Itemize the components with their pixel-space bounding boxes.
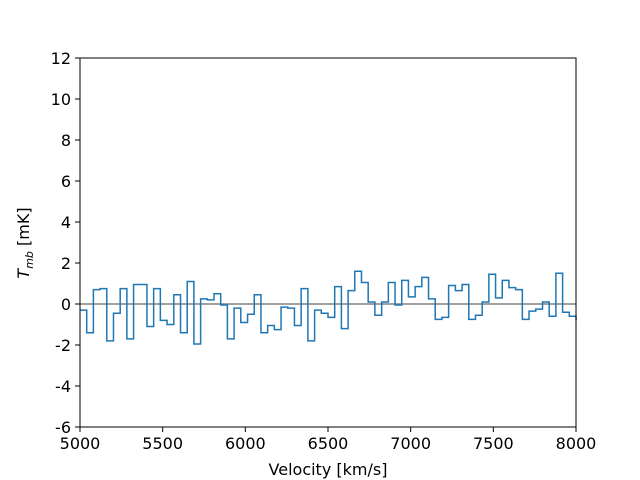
plot-frame bbox=[79, 57, 577, 428]
y-tick-label: 2 bbox=[61, 254, 71, 273]
x-tick-label: 7000 bbox=[390, 434, 431, 453]
y-tick-label: 12 bbox=[51, 49, 71, 68]
x-tick-label: 8000 bbox=[556, 434, 597, 453]
x-tick-label: 5500 bbox=[142, 434, 183, 453]
y-tick-label: -6 bbox=[55, 418, 71, 437]
y-tick-label: -2 bbox=[55, 336, 71, 355]
y-tick-label: 4 bbox=[61, 213, 71, 232]
y-tick-label: 6 bbox=[61, 172, 71, 191]
x-tick-label: 7500 bbox=[473, 434, 514, 453]
y-tick-label: 8 bbox=[61, 131, 71, 150]
x-tick-label: 6000 bbox=[225, 434, 266, 453]
y-tick-label: -4 bbox=[55, 377, 71, 396]
y-label-subscript: mb bbox=[23, 251, 36, 269]
x-axis-label: Velocity [km/s] bbox=[269, 460, 388, 479]
y-label-unit: [mK] bbox=[14, 207, 33, 246]
y-tick-label: 0 bbox=[61, 295, 71, 314]
x-tick-label: 5000 bbox=[60, 434, 101, 453]
y-axis-label: Tmb [mK] bbox=[14, 207, 36, 278]
x-tick-label: 6500 bbox=[308, 434, 349, 453]
y-label-symbol: T bbox=[14, 268, 33, 279]
spectrum-line bbox=[80, 270, 577, 345]
y-tick-label: 10 bbox=[51, 90, 71, 109]
